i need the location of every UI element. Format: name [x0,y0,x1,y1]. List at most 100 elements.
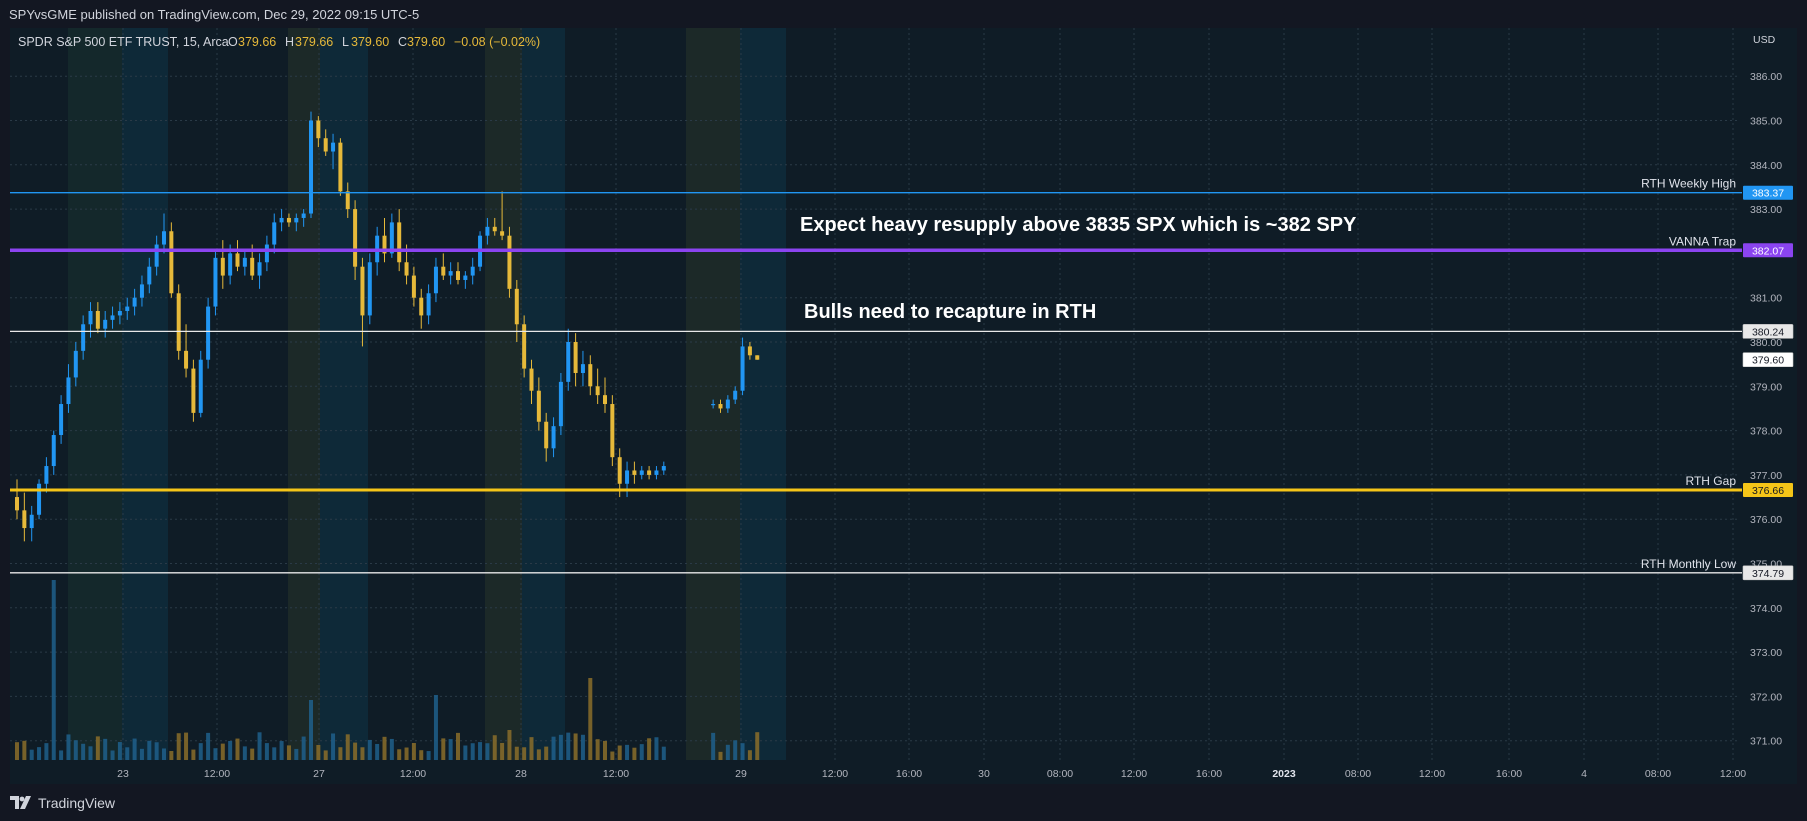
price-tag [1743,482,1793,497]
candle-body [426,293,431,316]
candle-body [492,226,497,232]
session-band [320,28,368,760]
candle-body [617,457,622,484]
candle-body [566,342,571,382]
candle-body [448,271,453,276]
volume-bar [59,750,64,760]
price-tag-label: 376.66 [1752,485,1784,497]
x-tick-label: 28 [515,768,527,780]
x-tick-label: 16:00 [896,768,922,780]
volume-bar [747,750,752,760]
candle-body [522,324,527,369]
candle-body [507,235,512,289]
volume-bar [558,734,563,760]
price-tag [1742,565,1794,581]
volume-bar [725,744,730,760]
price-tag-label: 374.79 [1752,568,1784,580]
y-tick-label: 385.00 [1750,116,1782,128]
volume-bar [463,745,468,760]
y-tick-label: 371.00 [1750,736,1782,748]
candle-body [595,386,600,396]
volume-bar [456,732,460,760]
volume-bar [132,738,137,760]
candle-body [755,355,760,360]
candle-body [632,470,637,475]
candle-body [718,404,723,409]
candle-body [747,346,752,356]
candle-body [176,293,181,351]
candle-body [625,470,630,484]
candle-body [345,191,350,210]
volume-bar [551,736,556,760]
volume-bar [360,747,365,760]
candle-body [286,217,291,223]
ohlc-key: C [398,35,407,49]
candle-body [360,266,365,316]
volume-bar [51,580,56,760]
volume-bar [184,732,189,760]
footer-bar [0,784,1807,821]
candle-body [647,470,652,475]
annotation-resupply[interactable]: Expect heavy resupply above 3835 SPX whi… [800,214,1357,236]
volume-bar [44,743,49,760]
ohlc-key: O [228,35,238,49]
volume-bar [375,743,380,760]
volume-bar [566,732,571,760]
volume-bar [242,746,247,760]
candle-body [551,426,556,449]
volume-bar [95,736,100,760]
candle-body [257,262,262,276]
volume-bar [529,737,534,760]
candle-body [463,275,468,280]
candle-body [162,231,166,245]
candle-body [250,257,255,276]
volume-bar [382,736,387,760]
volume-bar [29,749,34,760]
candle-body [725,399,730,409]
volume-bar [639,744,644,760]
volume-bar [88,746,93,760]
volume-bar [279,741,284,760]
candle-body [154,244,159,267]
volume-bar [22,740,27,760]
volume-bar [309,700,313,760]
volume-bar [353,742,358,760]
y-tick-label: 373.00 [1750,647,1782,659]
candle-body [73,350,78,378]
symbol-title[interactable]: SPDR S&P 500 ETF TRUST, 15, Arca [18,35,229,49]
ohlc-change: −0.08 (−0.02%) [454,35,540,49]
volume-bar [162,748,166,760]
volume-bar [507,730,512,760]
level-name: RTH Weekly High [1641,177,1736,191]
annotation-bulls[interactable]: Bulls need to recapture in RTH [804,301,1096,323]
volume-bar [301,736,306,760]
volume-bar [125,747,130,760]
volume-bar [733,740,738,760]
candle-body [529,368,534,391]
volume-bar [544,746,549,760]
volume-bar [711,732,716,760]
tradingview-logo[interactable]: TradingView [10,794,115,812]
candle-body [169,231,174,294]
candle-body [228,253,233,276]
volume-bar [235,738,240,760]
volume-bar [617,745,622,760]
volume-bar [316,744,321,760]
candle-body [110,315,115,320]
volume-bar [294,748,299,760]
candle-body [536,390,541,422]
candle-body [514,288,519,325]
y-tick-label: 376.00 [1750,514,1782,526]
session-band [485,28,522,760]
volume-bar [478,742,483,760]
candle-body [103,319,108,329]
volume-bar [367,739,372,760]
volume-bar [338,747,343,760]
x-tick-label: 30 [978,768,990,780]
ohlc-value: 379.66 [238,35,276,49]
volume-bar [117,742,122,760]
x-tick-label: 12:00 [603,768,629,780]
volume-bar [441,738,446,760]
volume-bar [522,747,527,760]
